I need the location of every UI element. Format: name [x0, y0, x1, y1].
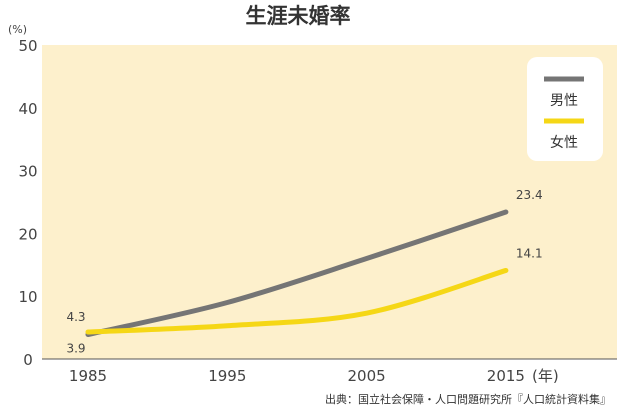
x-tick-label: 1995 — [208, 367, 246, 385]
chart-title: 生涯未婚率 — [246, 4, 351, 28]
y-tick-labels: 0 10 20 30 40 50 — [18, 37, 37, 369]
source-note: 出典：国立社会保障・人口問題研究所『人口統計資料集』 — [325, 392, 611, 406]
x-tick-label: 2015 — [487, 367, 525, 385]
data-label: 4.3 — [66, 310, 85, 324]
x-axis-unit: (年) — [532, 367, 559, 385]
data-label: 14.1 — [516, 246, 543, 260]
y-axis-unit: (%) — [8, 23, 27, 36]
legend: 男性 女性 — [527, 57, 603, 161]
series-line-female — [85, 267, 509, 335]
y-tick-label: 30 — [18, 163, 37, 181]
legend-label-male: 男性 — [550, 93, 578, 109]
data-label: 23.4 — [516, 188, 543, 202]
series-line-male — [85, 209, 509, 338]
x-tick-label: 1985 — [69, 367, 107, 385]
y-tick-label: 20 — [18, 225, 37, 243]
x-tick-label: 2005 — [348, 367, 386, 385]
data-label: 3.9 — [66, 342, 85, 356]
series-lines — [85, 209, 509, 338]
data-labels: 3.9 4.3 23.4 14.1 — [66, 188, 542, 355]
legend-box — [527, 57, 603, 161]
x-tick-labels: 1985 1995 2005 2015 — [69, 367, 525, 385]
y-tick-label: 0 — [23, 351, 33, 369]
y-tick-label: 40 — [18, 100, 37, 118]
y-tick-label: 10 — [18, 288, 37, 306]
y-tick-label: 50 — [18, 37, 37, 55]
plot-background — [42, 45, 617, 359]
legend-label-female: 女性 — [550, 134, 578, 151]
